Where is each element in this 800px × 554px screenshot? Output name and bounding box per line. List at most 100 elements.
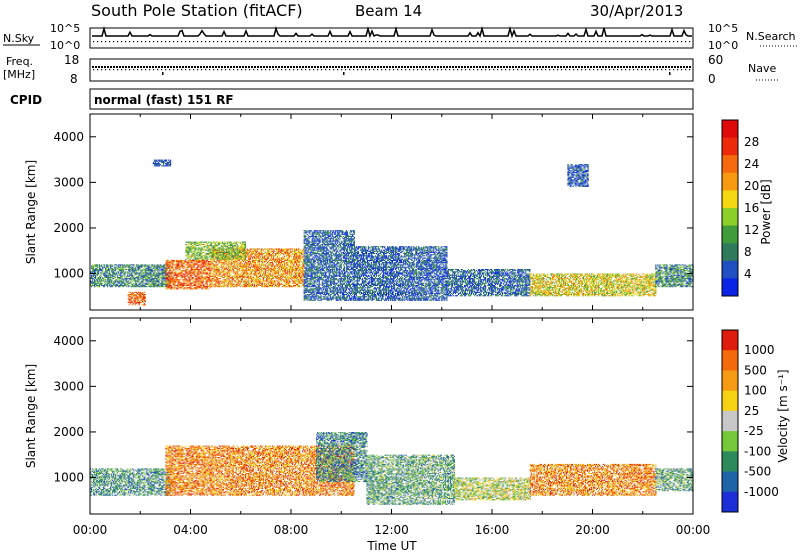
echo-cell <box>252 258 253 259</box>
echo-cell <box>96 268 97 269</box>
echo-cell <box>277 276 278 277</box>
echo-cell <box>145 294 146 295</box>
echo-cell <box>207 275 208 276</box>
echo-cell <box>136 270 137 271</box>
nsearch-point <box>257 41 258 42</box>
echo-cell <box>175 271 176 272</box>
echo-cell <box>212 262 213 263</box>
echo-cell <box>196 283 197 284</box>
nsearch-point <box>573 41 574 42</box>
echo-cell <box>179 272 180 273</box>
echo-cell <box>100 277 101 278</box>
echo-cell <box>200 275 201 276</box>
echo-cell <box>207 282 208 283</box>
echo-cell <box>132 302 133 303</box>
echo-cell <box>181 274 182 275</box>
nave-point <box>137 69 138 70</box>
echo-cell <box>272 262 273 263</box>
echo-cell <box>202 283 203 284</box>
echo-cell <box>210 269 211 270</box>
echo-cell <box>158 269 159 270</box>
echo-cell <box>191 279 192 280</box>
echo-cell <box>178 276 179 277</box>
echo-cell <box>222 283 223 284</box>
echo-cell <box>299 261 300 262</box>
echo-cell <box>266 276 267 277</box>
echo-cell <box>204 260 205 261</box>
echo-cell <box>252 284 253 285</box>
echo-cell <box>148 268 149 269</box>
echo-cell <box>207 272 208 273</box>
nsearch-point <box>397 41 398 42</box>
echo-cell <box>129 270 130 271</box>
echo-cell <box>170 277 171 278</box>
echo-cell <box>261 276 262 277</box>
nave-point <box>645 69 646 70</box>
nave-point <box>169 69 170 70</box>
echo-cell <box>169 269 170 270</box>
echo-cell <box>258 256 259 257</box>
echo-cell <box>190 277 191 278</box>
echo-cell <box>99 276 100 277</box>
echo-cell <box>280 284 281 285</box>
echo-cell <box>127 274 128 275</box>
nave-point <box>445 69 446 70</box>
echo-cell <box>260 278 261 279</box>
echo-cell <box>267 272 268 273</box>
echo-cell <box>104 286 105 287</box>
echo-cell <box>220 272 221 273</box>
echo-cell <box>271 258 272 259</box>
echo-cell <box>298 270 299 271</box>
echo-cell <box>140 293 141 294</box>
echo-cell <box>183 267 184 268</box>
echo-cell <box>159 264 160 265</box>
nsearch-point <box>465 41 466 42</box>
echo-cell <box>292 261 293 262</box>
echo-cell <box>142 278 143 279</box>
nsearch-point <box>285 41 286 42</box>
echo-cell <box>115 275 116 276</box>
nsearch-point <box>673 41 674 42</box>
nsearch-point <box>357 41 358 42</box>
echo-cell <box>260 285 261 286</box>
echo-cell <box>172 268 173 269</box>
echo-cell <box>290 282 291 283</box>
echo-cell <box>198 285 199 286</box>
nsearch-point <box>301 41 302 42</box>
nsearch-point <box>137 41 138 42</box>
echo-cell <box>289 270 290 271</box>
echo-cell <box>150 272 151 273</box>
echo-cell <box>213 272 214 273</box>
echo-cell <box>283 275 284 276</box>
echo-cell <box>281 283 282 284</box>
nave-point <box>557 69 558 70</box>
echo-cell <box>179 282 180 283</box>
echo-cell <box>203 264 204 265</box>
echo-cell <box>183 260 184 261</box>
echo-cell <box>233 269 234 270</box>
nsearch-point <box>437 41 438 42</box>
echo-cell <box>119 280 120 281</box>
echo-cell <box>252 271 253 272</box>
echo-cell <box>133 277 134 278</box>
echo-cell <box>169 264 170 265</box>
echo-cell <box>240 284 241 285</box>
echo-cell <box>224 264 225 265</box>
echo-cell <box>181 288 182 289</box>
echo-cell <box>276 262 277 263</box>
echo-cell <box>187 268 188 269</box>
echo-cell <box>166 269 167 270</box>
echo-cell <box>220 278 221 279</box>
nsearch-point <box>625 41 626 42</box>
echo-cell <box>214 278 215 279</box>
echo-cell <box>91 286 92 287</box>
echo-cell <box>255 253 256 254</box>
echo-cell <box>280 250 281 251</box>
echo-cell <box>200 267 201 268</box>
echo-cell <box>182 275 183 276</box>
nsearch-point <box>241 41 242 42</box>
echo-cell <box>300 269 301 270</box>
echo-cell <box>142 270 143 271</box>
echo-cell <box>183 271 184 272</box>
echo-cell <box>162 282 163 283</box>
